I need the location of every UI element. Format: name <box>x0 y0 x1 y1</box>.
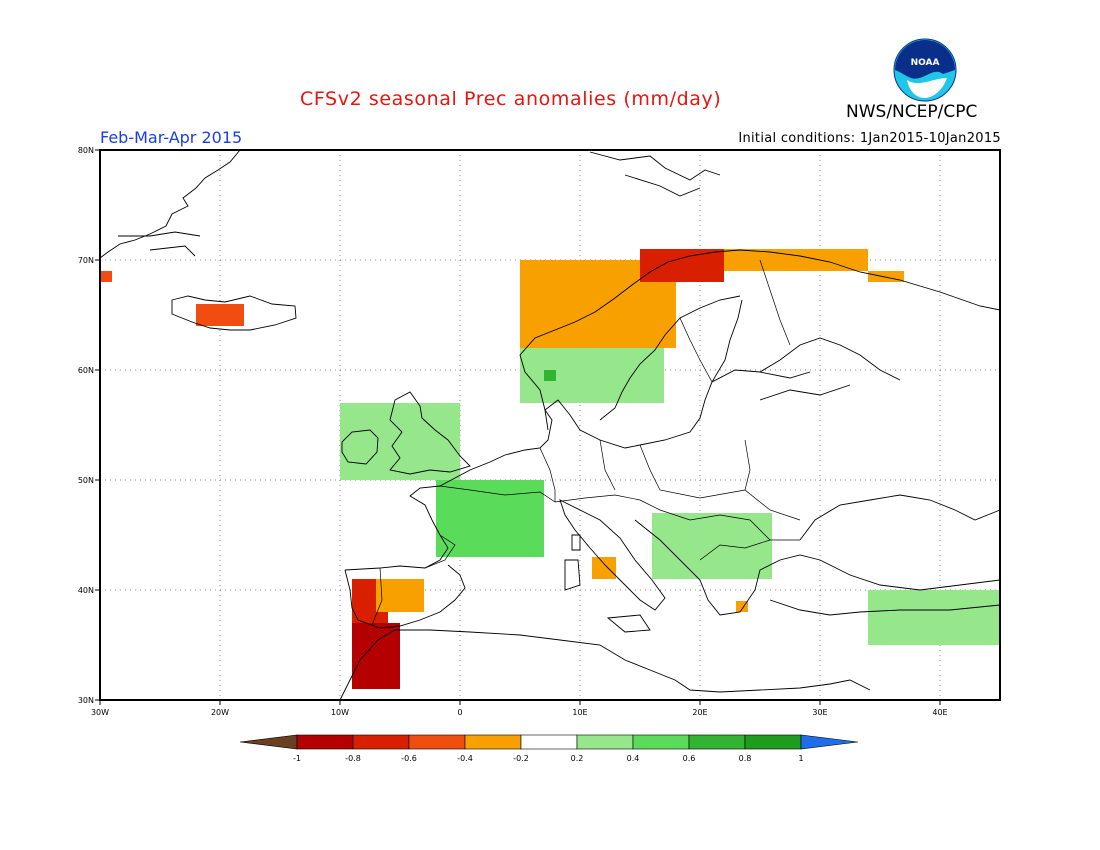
country-borders <box>371 259 801 626</box>
colorbar-tick-label: -0.2 <box>513 754 529 763</box>
colorbar-segment <box>296 734 354 750</box>
anomaly-cell <box>352 623 400 689</box>
anomaly-cell <box>868 271 904 282</box>
lon-tick-label: 0 <box>457 708 462 717</box>
colorbar-tick-label: -1 <box>293 754 301 763</box>
lon-tick-label: 30W <box>91 708 109 717</box>
lat-tick-label: 60N <box>78 366 94 375</box>
colorbar-tick-label: 0.8 <box>739 754 752 763</box>
anomaly-cell <box>340 403 460 480</box>
longitude-labels: 30W 20W 10W 0 10E 20E 30E 40E <box>91 700 948 717</box>
anomaly-cell <box>592 557 616 579</box>
lon-tick-label: 30E <box>812 708 827 717</box>
colorbar-tick-label: -0.8 <box>345 754 361 763</box>
colorbar-tick-label: 0.4 <box>627 754 640 763</box>
colorbar-segment <box>352 734 410 750</box>
coastlines <box>99 149 1001 701</box>
anomaly-cell <box>544 370 556 381</box>
lat-tick-label: 50N <box>78 476 94 485</box>
anomaly-cell <box>724 249 868 271</box>
colorbar-segment <box>464 734 522 750</box>
colorbar-segment <box>408 734 466 750</box>
colorbar-tick-label: -0.4 <box>457 754 473 763</box>
colorbar-segment <box>576 734 634 750</box>
logo-text: NOAA <box>911 58 940 68</box>
noaa-logo-icon: NOAA <box>893 38 957 102</box>
anomaly-cell <box>640 249 724 282</box>
colorbar-tick-label: 0.6 <box>683 754 696 763</box>
anomaly-cell <box>868 590 1000 645</box>
colorbar-tick-label: 1 <box>798 754 803 763</box>
colorbar-tick-label: 0.2 <box>571 754 584 763</box>
colorbar-segment <box>520 734 578 750</box>
map-gridlines <box>100 150 1000 700</box>
anomaly-cells <box>100 249 1000 689</box>
anomaly-cell <box>736 601 748 612</box>
colorbar-tick-label: -0.6 <box>401 754 417 763</box>
latitude-labels: 30N 40N 50N 60N 70N 80N <box>78 146 100 705</box>
colorbar-segment <box>688 734 746 750</box>
lon-tick-label: 10W <box>331 708 349 717</box>
colorbar-arrow-low <box>239 734 298 750</box>
map-frame <box>99 149 1001 701</box>
map-title: CFSv2 seasonal Prec anomalies (mm/day) <box>300 88 722 110</box>
anomaly-cell <box>100 271 112 282</box>
lon-tick-label: 20W <box>211 708 229 717</box>
colorbar-segment <box>632 734 690 750</box>
lon-tick-label: 10E <box>572 708 587 717</box>
colorbar-segment <box>744 734 802 750</box>
lon-tick-label: 40E <box>932 708 947 717</box>
colorbar: -1 -0.8 -0.6 -0.4 -0.2 0.2 0.4 0.6 0.8 1 <box>239 734 859 763</box>
lat-tick-label: 40N <box>78 586 94 595</box>
lon-tick-label: 20E <box>692 708 707 717</box>
season-label: Feb-Mar-Apr 2015 <box>100 128 243 147</box>
lat-tick-label: 70N <box>78 256 94 265</box>
agency-label: NWS/NCEP/CPC <box>846 102 978 122</box>
colorbar-arrow-high <box>800 734 859 750</box>
lat-tick-label: 80N <box>78 146 94 155</box>
lat-tick-label: 30N <box>78 696 94 705</box>
anomaly-cell <box>436 480 544 557</box>
anomaly-cell <box>652 513 772 579</box>
anomaly-cell <box>196 304 244 326</box>
initial-conditions-label: Initial conditions: 1Jan2015-10Jan2015 <box>738 131 1001 146</box>
anomaly-cell <box>376 579 424 612</box>
